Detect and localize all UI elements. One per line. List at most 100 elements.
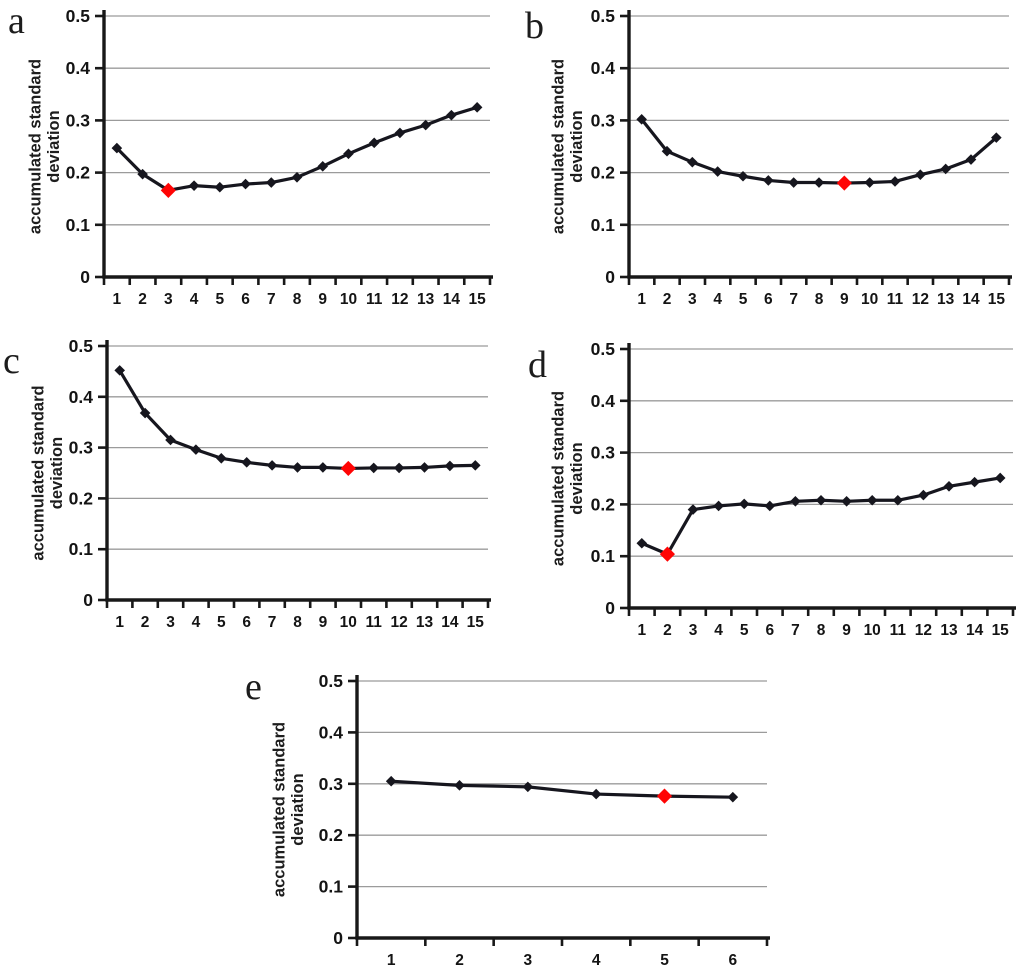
x-tick-label: 11 [366,614,383,631]
x-tick-label: 9 [842,622,851,639]
x-tick-label: 1 [637,291,646,308]
y-tick-label: 0 [80,267,90,287]
data-point-marker [444,460,456,472]
x-tick-label: 8 [293,291,302,308]
x-tick-label: 6 [765,622,774,639]
data-point-marker [291,171,303,183]
line-chart-c: 00.10.20.30.40.51 2 3 4 5 6 7 8 9 10 11 12 13 14 15acc… [30,336,491,631]
y-tick-label: 0 [333,928,343,948]
x-tick-label: 5 [215,291,224,308]
data-point-marker [918,489,929,501]
x-tick-label: 1 [115,614,124,631]
y-axis: 0 0.1 0.2 0.3 0.4 0.5 [591,339,631,618]
x-tick-label: 5 [740,622,749,639]
x-tick-label: 13 [940,622,958,639]
y-tick-label: 0.3 [319,774,344,794]
y-tick-label: 0.1 [319,877,344,897]
x-tick-label: 9 [319,614,328,631]
data-point-marker [214,181,226,193]
highlighted-point-marker [659,546,675,562]
x-tick-label: 14 [443,291,461,308]
data-point-marker [636,537,648,549]
data-point-marker [590,788,602,800]
data-point-marker [915,169,926,180]
panel-letter-c: c [3,340,20,382]
x-tick-label: 8 [815,291,824,308]
data-point-marker [343,148,354,160]
y-tick-label: 0.2 [591,494,616,514]
x-tick-label: 15 [467,614,485,631]
x-tick-label: 6 [242,614,251,631]
data-point-marker [446,109,457,121]
y-axis: 0 0.1 0.2 0.3 0.4 0.5 [69,336,109,610]
chart-panel-b: b 0 0.1 0.2 0.3 0.4 0.5 1 2 3 4 5 6 7 8 9 10 11 12 13 14 15 a… [512,0,1024,310]
chart-panel-a: a 0 0.1 0.2 0.3 0.4 0.5 1 2 3 4 5 6 7 8 9 10 11 12 13 14 15 a… [0,0,512,310]
x-tick-label: 14 [441,614,459,631]
line-chart-e: 0 0.1 0.2 0.3 0.4 0.5 1 2 3 4 5 6 accumulated standa… [271,671,770,969]
x-tick-label: 3 [164,291,173,308]
data-point-marker [763,175,774,186]
x-tick-label: 1 [387,952,396,969]
data-point-marker [419,462,430,473]
x-tick-label: 11 [890,622,907,639]
data-point-marker [991,132,1002,143]
panel-letter-d: d [528,344,547,386]
grid-lines [107,345,488,550]
data-point-marker [940,163,951,175]
data-point-marker [841,495,852,507]
data-point-marker [470,460,481,471]
x-tick-label: 4 [713,291,722,308]
x-tick-label: 4 [190,291,199,308]
data-point-marker [866,494,878,506]
data-point-marker [265,177,277,188]
highlighted-point-marker [656,788,673,804]
data-point-marker [471,102,483,113]
data-point-marker [216,452,227,464]
line-chart-a: 00.10.20.30.40.51 2 3 4 5 6 7 8 9 10 11 12 13 14 15acc… [27,6,493,308]
x-tick-label: 7 [789,291,798,308]
x-tick-label: 2 [663,622,672,639]
data-point-marker [943,480,955,492]
x-tick-label: 14 [962,291,980,308]
data-point-marker [790,495,801,507]
chart-panel-e: e 0 0.1 0.2 0.3 0.4 0.5 1 2 3 4 5 6 accumulated stan… [220,660,800,977]
data-point-marker [111,142,123,154]
x-tick-label: 7 [267,291,276,308]
y-tick-label: 0.2 [591,163,616,183]
y-axis-title: accumulated standarddeviation [30,385,67,560]
y-axis: 0 0.1 0.2 0.3 0.4 0.5 [591,6,631,287]
grid-lines [104,15,490,226]
y-axis: 0 0.1 0.2 0.3 0.4 0.5 [66,6,106,287]
data-point-marker [394,127,406,139]
x-tick-label: 9 [840,291,849,308]
data-point-marker [727,791,739,803]
data-point-marker [892,494,904,506]
y-axis-title: accumulated standarddeviation [271,722,308,897]
x-axis: 1 2 3 4 5 6 [355,936,770,969]
data-point-marker [393,462,405,474]
x-tick-label: 2 [141,614,150,631]
x-tick-label: 11 [366,291,383,308]
x-tick-label: 6 [764,291,773,308]
panel-letter-e: e [245,666,262,708]
x-tick-label: 15 [469,291,487,308]
line-chart-d: 00.10.20.30.40.51 2 3 4 5 6 7 8 9 10 11 12 13 14 15acc… [550,339,1016,639]
y-axis-title: accumulated standarddeviation [27,59,64,234]
y-axis: 0 0.1 0.2 0.3 0.4 0.5 [319,671,359,948]
data-point-marker [385,775,397,787]
data-point-marker [240,178,251,190]
y-tick-label: 0.4 [319,722,344,742]
data-point-marker [317,462,329,473]
highlighted-point-marker [340,460,356,477]
y-tick-label: 0.5 [69,336,94,356]
x-tick-label: 9 [318,291,327,308]
x-tick-label: 13 [937,291,955,308]
chart-panel-c: c 0 0.1 0.2 0.3 0.4 0.5 1 2 3 4 5 6 7 8 9 10 11 12 13 14 15 a… [0,330,512,650]
data-point-markers [636,472,1006,562]
y-tick-label: 0 [605,267,615,287]
data-point-marker [712,166,723,177]
data-point-marker [713,500,724,512]
x-tick-label: 4 [592,952,601,969]
x-tick-label: 2 [138,291,147,308]
y-tick-label: 0.4 [69,387,94,407]
